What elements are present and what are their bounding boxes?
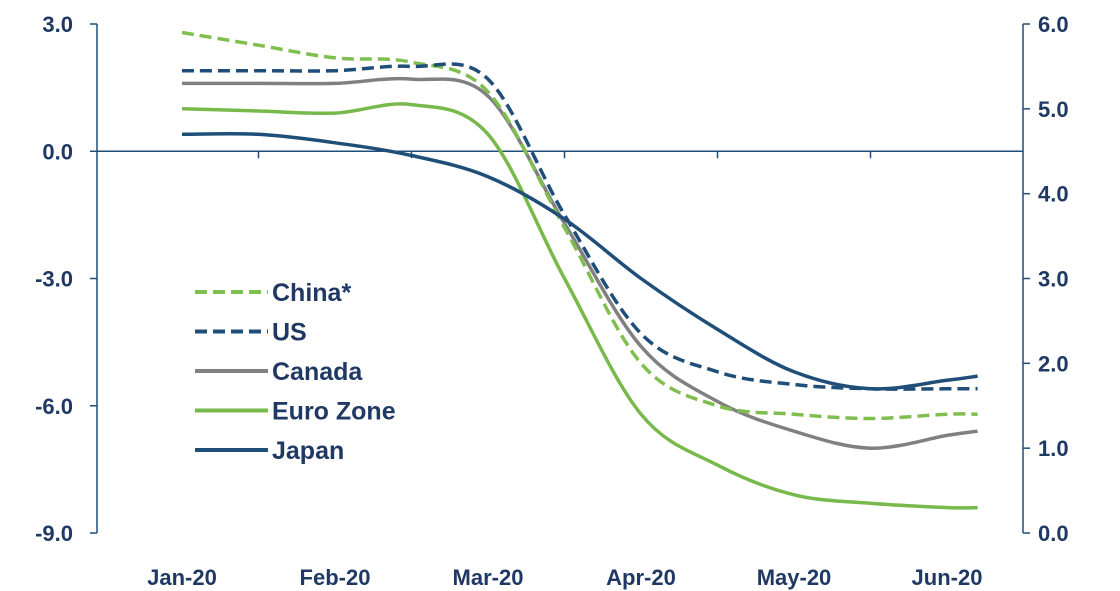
legend-label-euro-zone: Euro Zone bbox=[272, 398, 396, 426]
x-axis-tick-label: Jan-20 bbox=[147, 565, 217, 590]
left-axis-tick-label: 0.0 bbox=[42, 139, 73, 164]
x-axis-tick-label: Jun-20 bbox=[912, 565, 983, 590]
left-axis-tick-label: -6.0 bbox=[35, 394, 73, 419]
right-axis-tick-label: 0.0 bbox=[1038, 521, 1069, 546]
left-axis-tick-label: -3.0 bbox=[35, 267, 73, 292]
x-axis-tick-label: May-20 bbox=[757, 565, 832, 590]
series-line-japan bbox=[181, 131, 978, 391]
legend: China* US Canada Euro Zone Japan bbox=[195, 279, 396, 465]
legend-label-canada: Canada bbox=[272, 358, 363, 386]
right-axis-tick-label: 1.0 bbox=[1038, 436, 1069, 461]
right-axis-tick-label: 2.0 bbox=[1038, 351, 1069, 376]
left-axis-tick-label: 3.0 bbox=[42, 12, 73, 37]
series-layer bbox=[181, 30, 978, 510]
right-axis-tick-label: 6.0 bbox=[1038, 12, 1069, 37]
x-axis-tick-label: Feb-20 bbox=[300, 565, 371, 590]
series-line-canada bbox=[181, 76, 978, 450]
axes-layer: 3.0 0.0 -3.0 -6.0 -9.0 6.0 5.0 4.0 3.0 2.0 1.0 0.0 J… bbox=[35, 12, 1069, 590]
series-line-china bbox=[181, 30, 978, 421]
right-axis-tick-label: 3.0 bbox=[1038, 267, 1069, 292]
legend-label-japan: Japan bbox=[272, 437, 344, 465]
series-line-euro-zone bbox=[181, 102, 978, 510]
right-axis-tick-label: 4.0 bbox=[1038, 182, 1069, 207]
legend-label-china: China* bbox=[272, 279, 351, 307]
x-axis-tick-label: Apr-20 bbox=[606, 565, 676, 590]
right-axis-tick-label: 5.0 bbox=[1038, 97, 1069, 122]
left-axis-tick-label: -9.0 bbox=[35, 521, 73, 546]
x-axis-tick-label: Mar-20 bbox=[453, 565, 524, 590]
legend-label-us: US bbox=[272, 319, 307, 347]
